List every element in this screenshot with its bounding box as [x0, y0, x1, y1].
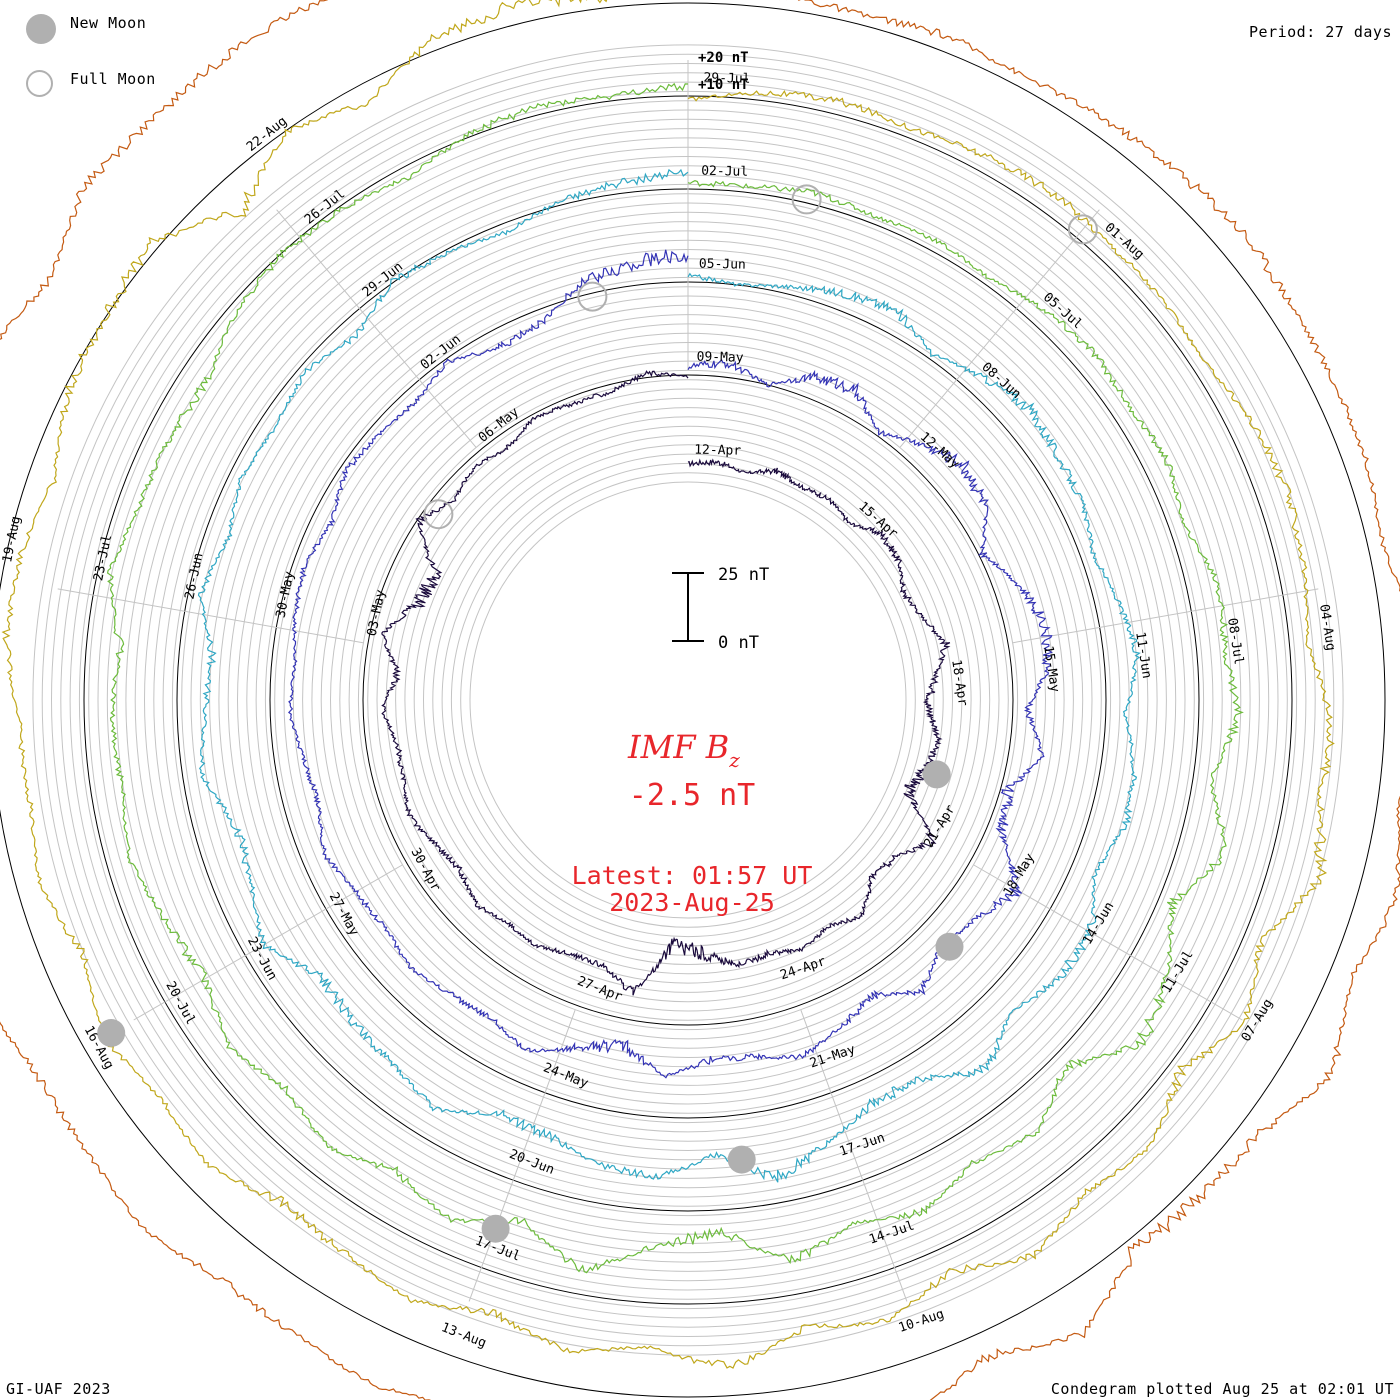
grid-ring — [376, 388, 1000, 1012]
full-moon-marker — [1067, 214, 1098, 245]
latest-time: Latest: 01:57 UT — [572, 861, 813, 890]
latest-date: 2023-Aug-25 — [609, 888, 775, 917]
full-moon-legend-label: Full Moon — [70, 70, 156, 88]
date-label: 11-Jun — [1132, 631, 1154, 680]
grid-ring — [311, 323, 1065, 1077]
grid-ring — [246, 258, 1130, 1142]
grid-ring — [423, 435, 953, 965]
radial-spoke — [468, 1009, 576, 1302]
radial-spoke — [899, 209, 1100, 448]
grid-ring — [32, 44, 1344, 1356]
current-value: -2.5 nT — [629, 778, 755, 813]
date-label: 01-Aug — [1101, 220, 1146, 262]
series-line-rotation-5 — [1, 0, 1335, 1369]
new-moon-marker — [727, 1145, 756, 1174]
date-label: 05-Jul — [1040, 290, 1085, 332]
full-moon-marker — [577, 281, 608, 312]
date-label: 10-Aug — [897, 1307, 946, 1336]
grid-ring — [41, 53, 1335, 1347]
grid-ring — [432, 444, 944, 956]
date-label: 20-Jun — [507, 1147, 556, 1178]
date-label: 04-Aug — [1316, 603, 1338, 652]
credit-label: GI-UAF 2023 — [6, 1380, 111, 1398]
grid-ring — [395, 407, 981, 993]
period-label: Period: 27 days — [1249, 23, 1392, 41]
date-label: 15-May — [1040, 645, 1062, 694]
radial-spoke — [1012, 588, 1319, 644]
series-line-rotation-1 — [381, 370, 951, 996]
date-label: 30-Apr — [407, 846, 443, 895]
zero-reference-circle — [362, 374, 1014, 1026]
radial-spoke — [57, 588, 364, 644]
date-label: 12-Apr — [694, 443, 741, 459]
date-label: 02-Jul — [701, 164, 748, 180]
date-label: 18-Apr — [948, 659, 970, 708]
scale-bar-top-label: 25 nT — [718, 565, 769, 585]
full-moon-marker — [423, 499, 454, 530]
chart-title: IMF Bz — [627, 728, 740, 772]
date-label: 13-Aug — [439, 1320, 488, 1351]
full-moon-legend-icon — [26, 70, 53, 97]
series-line-rotation-3 — [197, 168, 1141, 1183]
new-moon-legend-icon — [26, 14, 56, 44]
chart-title-subscript: z — [728, 748, 740, 772]
date-label: 09-May — [696, 350, 743, 366]
new-moon-marker — [922, 760, 951, 789]
series-line-rotation-4 — [106, 82, 1244, 1274]
grid-ring — [274, 286, 1102, 1114]
plotted-timestamp: Condegram plotted Aug 25 at 02:01 UT — [1050, 1380, 1394, 1398]
moon-markers — [97, 184, 1098, 1243]
new-moon-legend-label: New Moon — [70, 14, 147, 32]
radial-spoke — [800, 1009, 908, 1302]
date-label: 08-Jul — [1224, 617, 1246, 666]
grid-ring — [218, 230, 1158, 1170]
date-label: 29-Jul — [703, 71, 750, 87]
new-moon-marker — [481, 1214, 510, 1243]
scale-bar-bottom-label: 0 nT — [718, 633, 759, 653]
grid-ring — [413, 425, 963, 975]
grid-ring — [339, 351, 1037, 1049]
grid-ring — [460, 472, 916, 928]
new-moon-marker — [97, 1019, 126, 1047]
grid-ring — [469, 481, 907, 919]
ring-label-plus10: +10 nT — [698, 77, 749, 93]
date-label: 05-Jun — [699, 257, 746, 273]
radial-spoke — [276, 209, 477, 448]
chart-title-main: IMF B — [627, 728, 729, 766]
date-label: 22-Aug — [244, 114, 290, 155]
ring-label-plus20: +20 nT — [698, 50, 749, 66]
date-label: 19-Aug — [0, 515, 24, 564]
date-label: 02-Jun — [418, 332, 464, 373]
scale-bar: 25 nT 0 nT — [672, 565, 769, 653]
grid-ring — [357, 369, 1019, 1031]
full-moon-marker — [791, 184, 822, 215]
grid-ring — [404, 416, 972, 984]
radial-spokes — [57, 60, 1319, 1302]
grid-ring — [367, 379, 1009, 1021]
new-moon-marker — [935, 932, 964, 961]
series-line-rotation-2 — [288, 249, 1053, 1079]
grid-ring — [441, 453, 935, 947]
